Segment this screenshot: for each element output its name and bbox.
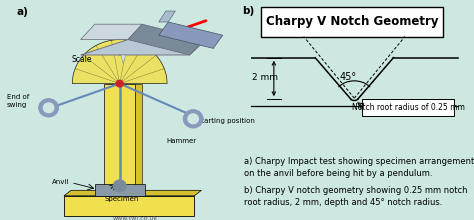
- Circle shape: [183, 110, 203, 128]
- Text: www.twi.co.uk: www.twi.co.uk: [112, 216, 158, 220]
- Text: Starting position: Starting position: [197, 118, 255, 124]
- Polygon shape: [64, 196, 194, 216]
- Text: b) Charpy V notch geometry showing 0.25 mm notch
root radius, 2 mm, depth and 45: b) Charpy V notch geometry showing 0.25 …: [244, 186, 467, 207]
- Circle shape: [188, 114, 199, 124]
- Text: Specimen: Specimen: [104, 196, 139, 202]
- Polygon shape: [159, 22, 223, 48]
- Text: End of
swing: End of swing: [7, 94, 29, 108]
- Polygon shape: [81, 24, 142, 40]
- Polygon shape: [72, 40, 167, 84]
- Text: a): a): [17, 7, 28, 16]
- Polygon shape: [128, 24, 204, 55]
- Polygon shape: [135, 84, 142, 190]
- Text: 45°: 45°: [339, 72, 356, 82]
- Text: Charpy V Notch Geometry: Charpy V Notch Geometry: [266, 15, 438, 28]
- FancyBboxPatch shape: [261, 7, 443, 37]
- Text: Notch root radius of 0.25 mm: Notch root radius of 0.25 mm: [352, 103, 465, 112]
- Polygon shape: [118, 55, 126, 64]
- Polygon shape: [81, 40, 206, 55]
- Circle shape: [116, 80, 123, 87]
- Text: Scale: Scale: [71, 55, 91, 64]
- Text: b): b): [242, 6, 254, 16]
- Polygon shape: [159, 11, 175, 22]
- Circle shape: [44, 103, 54, 113]
- Polygon shape: [95, 184, 145, 196]
- Text: Hammer: Hammer: [166, 138, 196, 144]
- Polygon shape: [64, 190, 201, 196]
- FancyBboxPatch shape: [362, 99, 454, 116]
- Polygon shape: [104, 84, 135, 196]
- Text: Anvil: Anvil: [52, 178, 70, 185]
- Text: 2 mm: 2 mm: [252, 73, 278, 82]
- Text: a) Charpy Impact test showing specimen arrangement
on the anvil before being hit: a) Charpy Impact test showing specimen a…: [244, 157, 474, 178]
- Circle shape: [39, 99, 59, 117]
- Circle shape: [113, 180, 126, 192]
